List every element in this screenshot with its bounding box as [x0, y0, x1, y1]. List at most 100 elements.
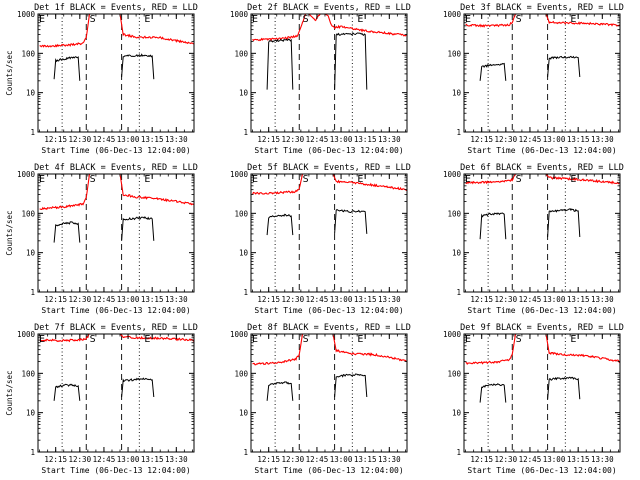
events-series-line — [266, 381, 294, 401]
x-tick-label: 12:30 — [282, 135, 305, 144]
y-tick-label: 10 — [239, 409, 249, 418]
y-tick-label: 1 — [243, 128, 248, 137]
x-axis-label: Start Time (06-Dec-13 12:04:00) — [41, 466, 190, 475]
plot-frame — [463, 13, 621, 133]
marker-label-e: E — [252, 14, 258, 25]
y-tick-label: 100 — [234, 209, 248, 218]
x-tick-label: 12:45 — [306, 455, 329, 464]
y-tick-label: 1 — [456, 448, 461, 457]
x-tick-label: 13:30 — [165, 295, 188, 304]
lld-series-line — [39, 174, 194, 211]
y-tick-label: 1000 — [230, 10, 249, 19]
y-tick-label: 1000 — [443, 170, 462, 179]
y-tick-label: 1 — [30, 288, 35, 297]
x-tick-label: 13:15 — [141, 455, 164, 464]
x-tick-label: 13:00 — [543, 455, 566, 464]
panel-title: Det 2f BLACK = Events, RED = LLD — [247, 3, 411, 13]
x-tick-label: 12:45 — [519, 295, 542, 304]
events-series-line — [547, 208, 581, 238]
x-tick-label: 12:30 — [69, 135, 92, 144]
marker-label-e: E — [465, 334, 471, 345]
lld-series-line — [252, 174, 407, 195]
lld-series-line — [39, 14, 194, 48]
plot-frame — [37, 173, 195, 293]
x-axis-label: Start Time (06-Dec-13 12:04:00) — [254, 466, 403, 475]
marker-label-e: E — [252, 174, 258, 185]
y-tick-label: 1 — [243, 448, 248, 457]
events-series-line — [479, 383, 507, 403]
panel-det-3: Det 3f BLACK = Events, RED = LLD Start Ti… — [443, 3, 624, 155]
events-series-line — [53, 383, 81, 401]
plot-frame — [463, 173, 621, 293]
panel-title: Det 8f BLACK = Events, RED = LLD — [247, 323, 411, 333]
y-tick-label: 10 — [26, 89, 36, 98]
marker-label-s: S — [90, 334, 96, 345]
panel-title: Det 7f BLACK = Events, RED = LLD — [34, 323, 198, 333]
y-tick-label: 100 — [447, 49, 461, 58]
y-tick-label: 1000 — [443, 330, 462, 339]
marker-label-e: E — [465, 174, 471, 185]
y-tick-label: 1000 — [17, 10, 36, 19]
y-axis-label: Counts/sec — [5, 50, 14, 95]
y-tick-label: 100 — [447, 209, 461, 218]
y-tick-label: 10 — [452, 409, 462, 418]
events-series-line — [479, 212, 507, 240]
marker-label-e: E — [570, 14, 576, 25]
marker-label-e: E — [570, 174, 576, 185]
lld-series-line — [465, 174, 620, 185]
y-tick-label: 1000 — [17, 170, 36, 179]
x-tick-label: 12:15 — [470, 135, 493, 144]
x-axis-label: Start Time (06-Dec-13 12:04:00) — [41, 306, 190, 315]
marker-label-s: S — [90, 174, 96, 185]
x-tick-label: 13:30 — [378, 295, 401, 304]
x-tick-label: 12:45 — [519, 455, 542, 464]
marker-label-e: E — [39, 14, 45, 25]
x-tick-label: 13:30 — [591, 455, 614, 464]
x-tick-label: 13:00 — [117, 135, 140, 144]
y-tick-label: 1000 — [443, 10, 462, 19]
x-tick-label: 13:30 — [378, 455, 401, 464]
marker-label-s: S — [516, 174, 522, 185]
x-tick-label: 13:00 — [330, 135, 353, 144]
x-tick-label: 12:30 — [69, 295, 92, 304]
marker-label-s: S — [303, 14, 309, 25]
x-tick-label: 12:45 — [93, 455, 116, 464]
x-tick-label: 13:00 — [543, 135, 566, 144]
marker-label-s: S — [516, 334, 522, 345]
x-tick-label: 13:00 — [330, 295, 353, 304]
lld-series-line — [252, 14, 407, 42]
y-tick-label: 1 — [456, 288, 461, 297]
y-tick-label: 1 — [243, 288, 248, 297]
x-tick-label: 13:15 — [567, 455, 590, 464]
panel-det-6: Det 6f BLACK = Events, RED = LLD Start Ti… — [443, 163, 624, 315]
x-tick-label: 13:15 — [141, 295, 164, 304]
x-tick-label: 13:00 — [330, 455, 353, 464]
x-tick-label: 13:30 — [591, 135, 614, 144]
y-tick-label: 1 — [456, 128, 461, 137]
y-tick-label: 1000 — [230, 170, 249, 179]
events-series-line — [53, 56, 81, 81]
panel-title: Det 3f BLACK = Events, RED = LLD — [460, 3, 624, 13]
plot-frame — [250, 333, 408, 453]
lld-series-line — [39, 334, 194, 343]
y-tick-label: 100 — [21, 49, 35, 58]
marker-label-e: E — [570, 334, 576, 345]
events-series-line — [121, 53, 155, 80]
y-tick-label: 1000 — [17, 330, 36, 339]
x-tick-label: 13:30 — [378, 135, 401, 144]
marker-label-e: E — [144, 334, 150, 345]
panel-det-8: Det 8f BLACK = Events, RED = LLD Start Ti… — [230, 323, 411, 475]
y-tick-label: 10 — [239, 89, 249, 98]
x-tick-label: 12:45 — [93, 295, 116, 304]
x-tick-label: 12:15 — [44, 135, 67, 144]
x-tick-label: 12:15 — [44, 295, 67, 304]
x-tick-label: 12:30 — [282, 295, 305, 304]
y-tick-label: 100 — [21, 369, 35, 378]
y-tick-label: 10 — [452, 89, 462, 98]
x-tick-label: 13:00 — [117, 295, 140, 304]
panel-det-1: Det 1f BLACK = Events, RED = LLD Counts/s… — [5, 3, 198, 155]
x-tick-label: 12:45 — [93, 135, 116, 144]
plot-frame — [250, 13, 408, 133]
x-tick-label: 12:15 — [470, 455, 493, 464]
